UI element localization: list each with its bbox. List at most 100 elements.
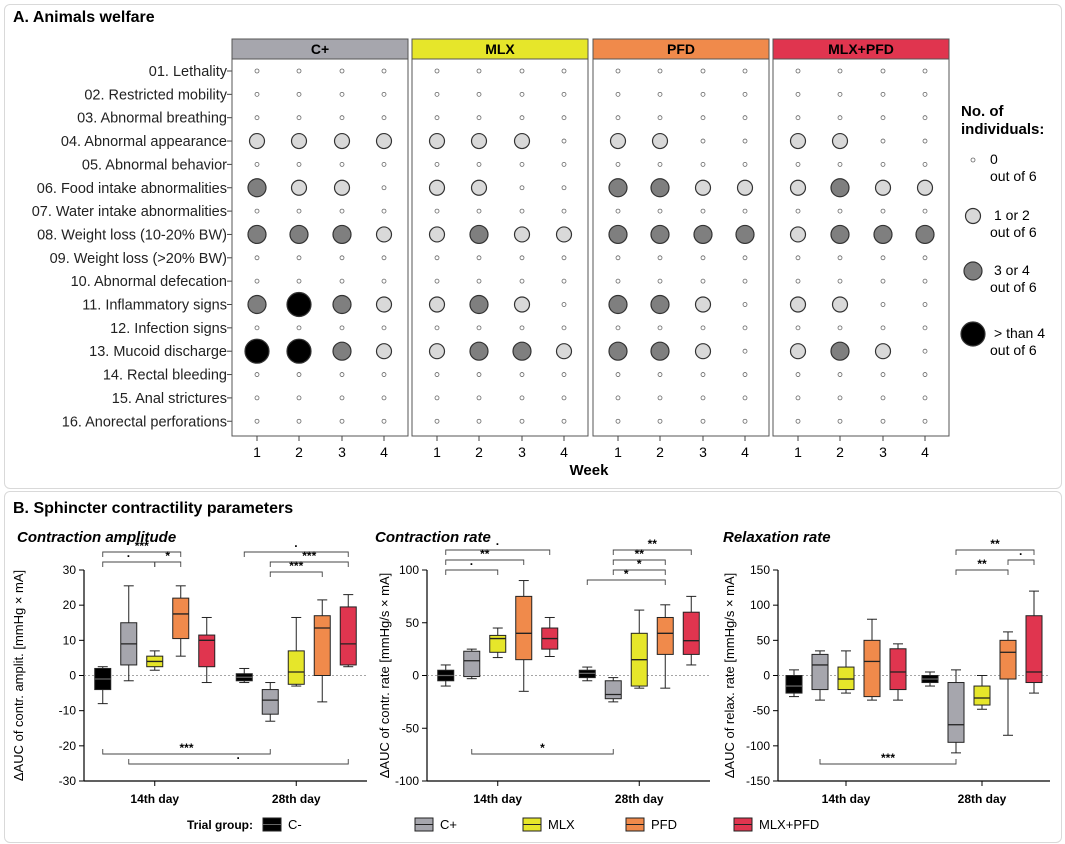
welfare-bubble bbox=[561, 395, 567, 401]
week-tick-label: 1 bbox=[253, 444, 261, 460]
significance-bracket bbox=[269, 571, 323, 577]
welfare-bubble bbox=[615, 115, 621, 121]
x-tick-label: 14th day bbox=[822, 792, 871, 806]
welfare-bubble bbox=[476, 91, 482, 97]
welfare-bubble bbox=[375, 296, 393, 313]
welfare-bubble bbox=[519, 325, 525, 331]
welfare-bubble bbox=[657, 395, 663, 401]
welfare-bubble bbox=[694, 343, 712, 360]
welfare-parameter-label: 06. Food intake abnormalities bbox=[37, 181, 227, 197]
welfare-bubble bbox=[880, 208, 886, 214]
legend-label: 3 or 4 bbox=[994, 262, 1030, 278]
welfare-parameter-label: 05. Abnormal behavior bbox=[82, 157, 227, 173]
welfare-bubble bbox=[561, 278, 567, 284]
welfare-bubble bbox=[700, 138, 706, 144]
significance-bracket bbox=[102, 551, 182, 557]
y-tick-label: -50 bbox=[402, 721, 420, 735]
welfare-bubble bbox=[615, 161, 621, 167]
welfare-bubble bbox=[296, 418, 302, 424]
week-tick-label: 2 bbox=[295, 444, 303, 460]
welfare-bubble bbox=[795, 91, 801, 97]
significance-label: *** bbox=[179, 741, 193, 755]
welfare-bubble bbox=[615, 208, 621, 214]
welfare-bubble bbox=[434, 372, 440, 377]
significance-label: ** bbox=[990, 537, 1000, 551]
box-c- bbox=[261, 689, 279, 715]
welfare-bubble bbox=[608, 224, 628, 245]
welfare-bubble bbox=[694, 179, 712, 196]
significance-label: * bbox=[624, 567, 629, 581]
legend-label: out of 6 bbox=[990, 168, 1037, 184]
y-tick-label: 0 bbox=[412, 669, 419, 683]
welfare-bubble bbox=[296, 372, 302, 377]
welfare-bubble bbox=[837, 208, 843, 214]
welfare-bubble bbox=[332, 224, 352, 245]
welfare-bubble bbox=[476, 208, 482, 214]
welfare-bubble bbox=[615, 68, 621, 74]
welfare-bubble bbox=[254, 418, 260, 424]
welfare-bubble bbox=[657, 208, 663, 214]
box-pfd bbox=[999, 639, 1017, 680]
welfare-bubble bbox=[339, 372, 345, 377]
welfare-bubble bbox=[247, 178, 267, 198]
welfare-bubble bbox=[381, 372, 387, 377]
y-tick-label: 50 bbox=[757, 633, 771, 647]
significance-bracket bbox=[612, 549, 692, 555]
welfare-bubble bbox=[561, 161, 567, 167]
welfare-bubble bbox=[657, 372, 663, 377]
group-header-label: PFD bbox=[667, 41, 695, 57]
welfare-bubble bbox=[657, 68, 663, 74]
legend-label: 1 or 2 bbox=[994, 207, 1030, 223]
significance-bracket bbox=[586, 579, 666, 585]
welfare-bubble bbox=[922, 208, 928, 214]
welfare-bubble bbox=[736, 179, 754, 196]
box-c- bbox=[785, 675, 803, 694]
welfare-bubble bbox=[381, 325, 387, 331]
welfare-bubble bbox=[693, 224, 713, 245]
y-tick-label: 30 bbox=[63, 563, 77, 577]
welfare-bubble bbox=[742, 278, 748, 284]
significance-label: * bbox=[165, 549, 170, 563]
legend-title: No. of bbox=[961, 103, 1004, 120]
significance-bracket bbox=[243, 551, 349, 557]
significance-bracket bbox=[612, 569, 666, 575]
welfare-bubble bbox=[916, 179, 934, 196]
welfare-parameter-label: 13. Mucoid discharge bbox=[89, 344, 227, 360]
panel-a-animals-welfare: A. Animals welfare 01. Lethality 02. Rest… bbox=[4, 4, 1062, 489]
significance-bracket bbox=[612, 559, 666, 565]
welfare-bubble bbox=[434, 115, 440, 121]
welfare-bubble bbox=[434, 255, 440, 261]
chart-title: Contraction amplitude bbox=[17, 529, 176, 546]
legend-label: out of 6 bbox=[990, 224, 1037, 240]
legend-label: out of 6 bbox=[990, 279, 1037, 295]
welfare-bubble bbox=[254, 115, 260, 121]
welfare-bubble bbox=[795, 115, 801, 121]
legend-label: MLX bbox=[548, 817, 575, 832]
welfare-bubble bbox=[254, 161, 260, 167]
box-mlx bbox=[837, 666, 855, 691]
y-tick-label: 150 bbox=[750, 563, 770, 577]
week-tick-label: 3 bbox=[879, 444, 887, 460]
welfare-bubble bbox=[434, 208, 440, 214]
y-tick-label: 100 bbox=[399, 563, 419, 577]
y-tick-label: -150 bbox=[746, 774, 770, 788]
welfare-bubble bbox=[880, 91, 886, 97]
welfare-bubble bbox=[296, 161, 302, 167]
welfare-bubble bbox=[476, 255, 482, 261]
welfare-bubble bbox=[519, 91, 525, 97]
welfare-bubble bbox=[434, 68, 440, 74]
welfare-bubble bbox=[795, 395, 801, 401]
welfare-bubble bbox=[735, 224, 755, 245]
significance-label: · bbox=[496, 537, 500, 551]
welfare-bubble bbox=[837, 91, 843, 97]
welfare-bubble bbox=[650, 294, 670, 315]
welfare-bubble bbox=[700, 395, 706, 401]
welfare-bubble bbox=[742, 91, 748, 97]
legend-bubble bbox=[964, 207, 982, 225]
y-tick-label: 0 bbox=[763, 669, 770, 683]
week-tick-label: 4 bbox=[560, 444, 568, 460]
boxplot-contraction-amplitude: Contraction amplitude ΔAUC of contr. ampl… bbox=[11, 529, 367, 806]
welfare-bubble bbox=[339, 325, 345, 331]
significance-label: *** bbox=[881, 751, 895, 765]
box-c- bbox=[604, 680, 622, 700]
